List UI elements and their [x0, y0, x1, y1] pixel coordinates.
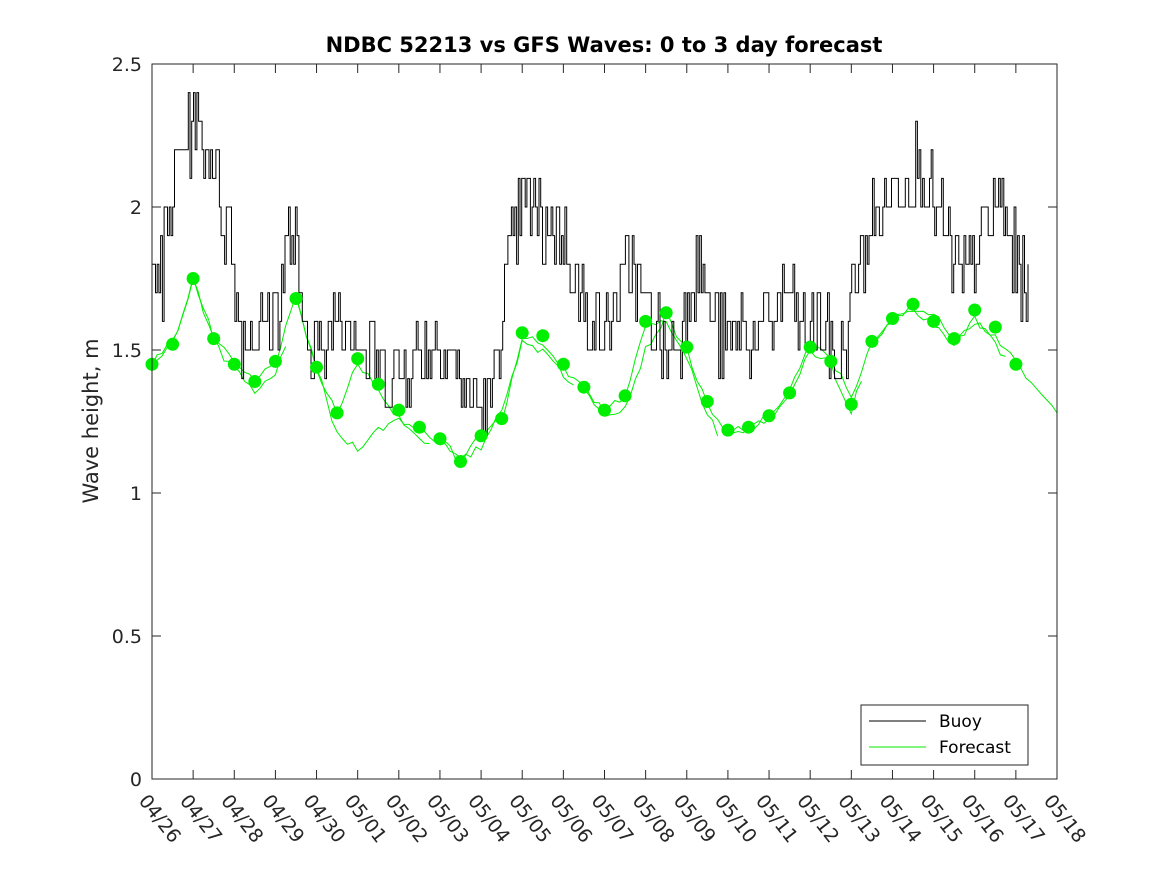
forecast-point [556, 357, 570, 371]
forecast-point [762, 409, 776, 423]
forecast-point [227, 357, 241, 371]
forecast-point [742, 420, 755, 434]
forecast-line-2 [295, 297, 430, 444]
y-tick-label: 0.5 [112, 626, 142, 648]
forecast-point [659, 306, 673, 320]
forecast-point [824, 354, 838, 368]
forecast-point [351, 352, 365, 366]
y-tick-label: 1.5 [112, 340, 142, 362]
forecast-point [886, 312, 899, 325]
forecast-point [783, 386, 797, 400]
y-tick-label: 0 [130, 769, 142, 791]
y-tick-label: 1 [130, 483, 142, 505]
chart-title: NDBC 52213 vs GFS Waves: 0 to 3 day fore… [326, 33, 883, 57]
forecast-point [618, 389, 632, 403]
plot-background [152, 64, 1057, 779]
forecast-point [639, 314, 653, 328]
forecast-point [454, 455, 467, 468]
legend-forecast-label: Forecast [939, 738, 1011, 758]
forecast-point [515, 326, 529, 340]
forecast-point [536, 329, 550, 343]
forecast-point [1009, 357, 1023, 371]
forecast-point [947, 332, 961, 346]
forecast-point [598, 403, 611, 417]
forecast-point [392, 403, 406, 417]
forecast-point [433, 432, 447, 446]
forecast-point [310, 360, 323, 374]
forecast-point [700, 395, 714, 408]
forecast-point [371, 377, 385, 391]
buoy-line [152, 92, 1029, 437]
y-axis-label: Wave height, m [79, 338, 103, 503]
forecast-point [186, 272, 200, 285]
forecast-point [474, 429, 488, 443]
legend-buoy-label: Buoy [939, 712, 982, 732]
legend: Buoy Forecast [860, 704, 1029, 766]
forecast-point [207, 332, 221, 346]
forecast-point [906, 297, 920, 311]
forecast-point [166, 337, 180, 351]
forecast-point [248, 375, 262, 388]
forecast-point [968, 303, 982, 317]
y-tick-label: 2 [130, 197, 142, 219]
forecast-point [927, 314, 941, 328]
forecast-point [803, 340, 817, 354]
forecast-point [577, 380, 591, 394]
forecast-point [844, 397, 858, 411]
forecast-point [412, 420, 426, 434]
forecast-point [495, 412, 509, 426]
forecast-point [330, 406, 344, 420]
forecast-point [988, 320, 1002, 334]
forecast-point [721, 423, 735, 437]
legend-box [860, 704, 1029, 766]
forecast-point [268, 354, 282, 368]
forecast-point [865, 334, 879, 348]
forecast-point [680, 340, 694, 354]
forecast-point [289, 292, 303, 305]
y-tick-label: 2.5 [112, 54, 142, 76]
